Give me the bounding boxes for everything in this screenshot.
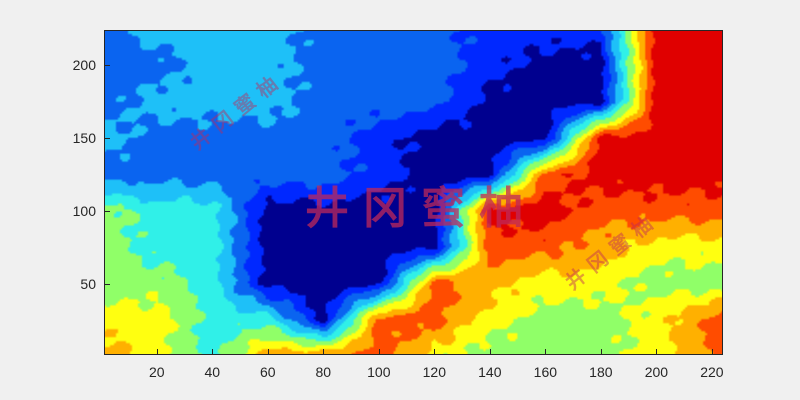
plot-axes-box: [104, 30, 723, 355]
x-tick-label: 100: [367, 364, 391, 380]
x-tick-mark: [434, 349, 436, 354]
x-tick-label: 20: [148, 364, 165, 380]
x-tick-mark: [156, 349, 158, 354]
y-tick-label: 200: [72, 56, 96, 73]
x-tick-label: 200: [644, 364, 669, 380]
y-tick-mark: [105, 137, 110, 139]
x-tick-label: 180: [589, 364, 613, 380]
y-tick-label: 100: [72, 202, 96, 219]
x-tick-label: 140: [478, 364, 502, 380]
x-tick-label: 60: [259, 364, 276, 380]
x-tick-mark: [600, 349, 602, 354]
x-tick-mark: [711, 349, 713, 354]
x-tick-label: 40: [204, 364, 221, 380]
x-tick-mark: [267, 349, 269, 354]
x-tick-label: 220: [700, 364, 724, 380]
y-tick-mark: [105, 64, 110, 66]
x-tick-label: 120: [422, 364, 446, 380]
x-tick-mark: [545, 349, 547, 354]
x-tick-label: 80: [315, 364, 332, 380]
watermark-center: 井冈蜜柚: [305, 183, 537, 234]
y-tick-label: 50: [80, 275, 96, 292]
contour-heatmap: [104, 30, 723, 355]
x-tick-mark: [212, 349, 214, 354]
x-tick-mark: [489, 349, 491, 354]
y-tick-mark: [105, 210, 110, 212]
y-tick-label: 150: [72, 129, 96, 146]
x-tick-mark: [378, 349, 380, 354]
x-tick-mark: [656, 349, 658, 354]
x-tick-label: 160: [533, 364, 558, 380]
y-tick-mark: [105, 283, 110, 285]
x-tick-mark: [323, 349, 325, 354]
